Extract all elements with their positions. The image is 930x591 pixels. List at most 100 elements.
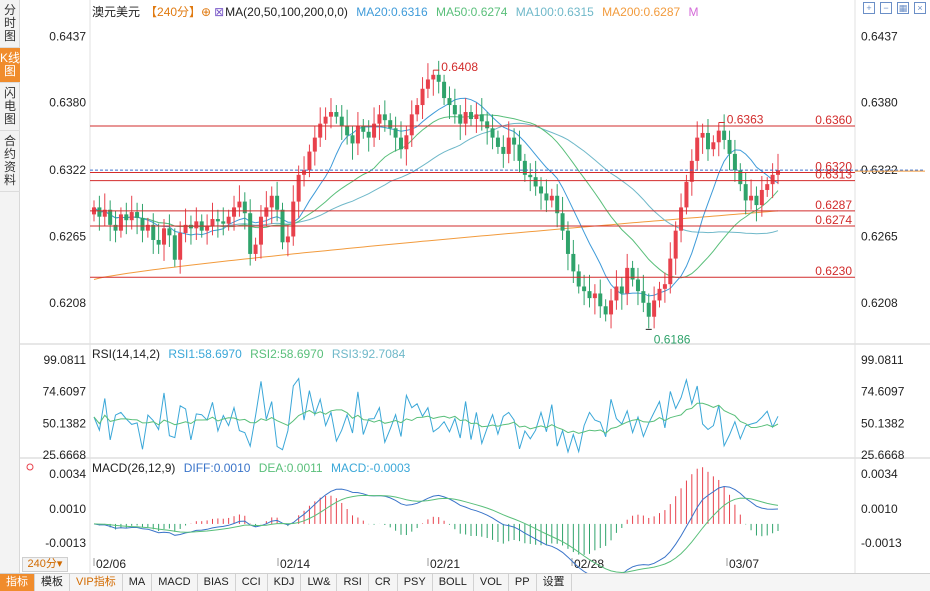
candle-body[interactable]	[565, 230, 570, 254]
period-selector[interactable]: 240分▾	[22, 557, 68, 572]
candle-body[interactable]	[679, 207, 684, 231]
chart-canvas[interactable]: 0.6437 0.6437 0.6380 0.6380 0.6322 0.6322 0.62…	[20, 0, 930, 573]
candle-body[interactable]	[205, 226, 210, 231]
candle-body[interactable]	[646, 302, 651, 317]
candle-body[interactable]	[716, 130, 721, 143]
candle-body[interactable]	[641, 291, 646, 303]
candle-body[interactable]	[560, 213, 565, 231]
candle-body[interactable]	[711, 142, 716, 150]
candle-body[interactable]	[614, 286, 619, 301]
candle-body[interactable]	[145, 224, 150, 231]
indicator-tab-13[interactable]: VOL	[474, 574, 509, 591]
candle-body[interactable]	[172, 235, 177, 260]
indicator-sun-icon[interactable]	[26, 463, 34, 471]
candle-body[interactable]	[307, 151, 312, 171]
candle-body[interactable]	[275, 195, 280, 210]
candle-body[interactable]	[361, 125, 366, 132]
candle-body[interactable]	[474, 114, 479, 120]
candle-body[interactable]	[463, 112, 468, 124]
candle-body[interactable]	[743, 184, 748, 201]
candle-body[interactable]	[765, 184, 770, 190]
candle-body[interactable]	[436, 74, 441, 82]
tab-k-line-chart[interactable]: K线图	[0, 48, 20, 83]
candle-body[interactable]	[237, 201, 242, 208]
candle-body[interactable]	[759, 189, 764, 206]
candle-body[interactable]	[156, 239, 161, 245]
candle-body[interactable]	[425, 79, 430, 89]
candle-body[interactable]	[350, 135, 355, 144]
candle-body[interactable]	[603, 306, 608, 315]
candle-body[interactable]	[555, 195, 560, 214]
candle-body[interactable]	[226, 216, 231, 224]
candle-body[interactable]	[167, 228, 172, 236]
candle-body[interactable]	[662, 284, 667, 289]
candle-body[interactable]	[393, 128, 398, 138]
candle-body[interactable]	[458, 114, 463, 124]
candle-body[interactable]	[404, 135, 409, 150]
candle-body[interactable]	[447, 98, 452, 106]
candle-body[interactable]	[635, 279, 640, 292]
candle-body[interactable]	[258, 216, 263, 245]
candle-body[interactable]	[318, 123, 323, 138]
candle-body[interactable]	[328, 112, 333, 117]
candle-body[interactable]	[528, 174, 533, 178]
indicator-tab-2[interactable]: VIP指标	[70, 574, 123, 591]
candle-body[interactable]	[754, 195, 759, 206]
candle-body[interactable]	[264, 207, 269, 217]
candle-body[interactable]	[652, 300, 657, 317]
indicator-tab-9[interactable]: RSI	[337, 574, 369, 591]
candle-body[interactable]	[323, 116, 328, 124]
candle-body[interactable]	[221, 221, 226, 224]
layout-icon[interactable]: ▦	[897, 2, 909, 14]
indicator-tab-1[interactable]: 模板	[35, 574, 70, 591]
candle-body[interactable]	[382, 114, 387, 121]
settings-circle-icon[interactable]: ⊕	[201, 5, 212, 19]
candle-body[interactable]	[269, 195, 274, 208]
candle-body[interactable]	[549, 195, 554, 201]
candle-body[interactable]	[533, 177, 538, 187]
candle-body[interactable]	[469, 112, 474, 120]
candle-body[interactable]	[398, 137, 403, 150]
candle-body[interactable]	[495, 137, 500, 147]
candle-body[interactable]	[124, 214, 129, 221]
candle-body[interactable]	[479, 114, 484, 122]
candle-body[interactable]	[501, 146, 506, 154]
candle-body[interactable]	[420, 88, 425, 106]
candle-body[interactable]	[609, 300, 614, 315]
candle-body[interactable]	[366, 131, 371, 138]
candle-body[interactable]	[296, 174, 301, 202]
candle-body[interactable]	[539, 186, 544, 194]
candle-body[interactable]	[118, 214, 123, 231]
indicator-tab-12[interactable]: BOLL	[433, 574, 474, 591]
candle-body[interactable]	[355, 125, 360, 144]
indicator-tab-11[interactable]: PSY	[398, 574, 433, 591]
zoom-in-icon[interactable]: +	[863, 2, 875, 14]
candle-body[interactable]	[210, 219, 215, 227]
candle-body[interactable]	[339, 116, 344, 126]
candle-body[interactable]	[452, 105, 457, 115]
candle-body[interactable]	[415, 105, 420, 115]
candle-body[interactable]	[162, 228, 167, 245]
candle-body[interactable]	[102, 209, 107, 217]
indicator-tab-10[interactable]: CR	[369, 574, 398, 591]
candle-body[interactable]	[183, 224, 188, 233]
candle-body[interactable]	[668, 258, 673, 285]
candle-body[interactable]	[232, 207, 237, 217]
candle-body[interactable]	[151, 224, 156, 240]
tab-contract-info[interactable]: 合约资料	[0, 131, 20, 192]
tab-time-chart[interactable]: 分时图	[0, 0, 20, 48]
ma-settings-icon[interactable]: ⊠	[214, 5, 225, 19]
zoom-out-icon[interactable]: −	[880, 2, 892, 14]
candle-body[interactable]	[108, 209, 113, 225]
candle-body[interactable]	[592, 293, 597, 299]
indicator-tab-6[interactable]: CCI	[236, 574, 268, 591]
candle-body[interactable]	[705, 132, 710, 150]
candle-body[interactable]	[630, 267, 635, 280]
indicator-tab-14[interactable]: PP	[509, 574, 537, 591]
candle-body[interactable]	[285, 236, 290, 243]
candle-body[interactable]	[512, 137, 517, 145]
tab-flash-chart[interactable]: 闪电图	[0, 83, 20, 131]
candle-body[interactable]	[695, 137, 700, 161]
candle-body[interactable]	[129, 212, 134, 221]
candle-body[interactable]	[140, 217, 145, 231]
